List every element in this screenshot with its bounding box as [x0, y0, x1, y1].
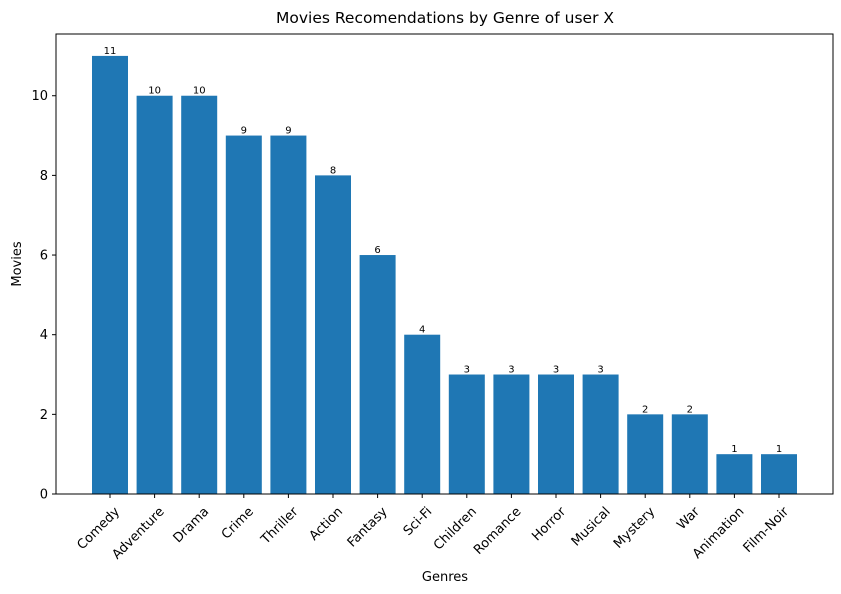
- bar-value-label-war: 2: [687, 404, 693, 415]
- x-tick-label-mystery: Mystery: [611, 504, 658, 551]
- bar-mystery: [627, 414, 664, 494]
- y-tick-label-6: 6: [40, 249, 48, 264]
- y-axis: 0 2 4 6 8 10: [31, 89, 56, 503]
- bar-value-label-fantasy: 6: [374, 245, 380, 256]
- bar-value-label-animation: 1: [731, 444, 737, 455]
- y-tick-label-4: 4: [40, 328, 48, 343]
- bar-value-label-horror: 3: [553, 365, 559, 376]
- y-tick-label-2: 2: [40, 408, 48, 423]
- bar-value-label-crime: 9: [241, 126, 247, 137]
- chart-title: Movies Recomendations by Genre of user X: [276, 9, 614, 27]
- x-tick-label-horror: Horror: [529, 504, 569, 544]
- bar-war: [671, 414, 708, 494]
- bar-children: [448, 374, 485, 494]
- x-tick-label-musical: Musical: [569, 504, 614, 549]
- x-tick-label-war: War: [674, 504, 703, 533]
- x-tick-label-sci-fi: Sci-Fi: [401, 504, 436, 539]
- bar-animation: [716, 454, 753, 494]
- bar-value-label-action: 8: [330, 165, 336, 176]
- bar-fantasy: [359, 255, 396, 494]
- x-tick-label-thriller: Thriller: [258, 504, 302, 548]
- plot-frame: [55, 33, 834, 495]
- bar-horror: [538, 374, 574, 494]
- x-tick-label-fantasy: Fantasy: [345, 504, 391, 550]
- bar-value-label-comedy: 11: [104, 46, 117, 57]
- bar-crime: [225, 135, 262, 494]
- bar-film-noir: [761, 454, 797, 494]
- bar-value-label-romance: 3: [508, 365, 514, 376]
- x-tick-label-crime: Crime: [219, 504, 257, 542]
- bars-group: [92, 55, 797, 495]
- bar-romance: [493, 374, 530, 494]
- x-tick-label-film-noir: Film-Noir: [741, 504, 793, 556]
- x-tick-label-action: Action: [307, 504, 346, 543]
- bar-action: [315, 175, 351, 494]
- x-tick-label-romance: Romance: [471, 504, 524, 557]
- bar-value-label-adventure: 10: [148, 86, 161, 97]
- bar-value-label-thriller: 9: [285, 126, 291, 137]
- bar-value-label-drama: 10: [193, 86, 206, 97]
- bar-value-label-children: 3: [464, 365, 470, 376]
- x-tick-label-drama: Drama: [171, 504, 213, 546]
- bar-thriller: [270, 135, 307, 494]
- y-tick-label-10: 10: [31, 89, 48, 104]
- bar-musical: [582, 374, 619, 494]
- bar-sci-fi: [404, 334, 441, 494]
- bar-value-label-sci-fi: 4: [419, 325, 425, 336]
- bar-comedy: [92, 55, 128, 495]
- x-axis-label: Genres: [422, 570, 468, 585]
- bar-value-label-mystery: 2: [642, 404, 648, 415]
- bar-value-label-film-noir: 1: [776, 444, 782, 455]
- y-tick-label-0: 0: [40, 488, 48, 503]
- y-tick-label-8: 8: [40, 169, 48, 184]
- bar-drama: [181, 95, 218, 494]
- bar-adventure: [136, 95, 173, 494]
- y-axis-label: Movies: [10, 241, 25, 286]
- bar-value-label-musical: 3: [597, 365, 603, 376]
